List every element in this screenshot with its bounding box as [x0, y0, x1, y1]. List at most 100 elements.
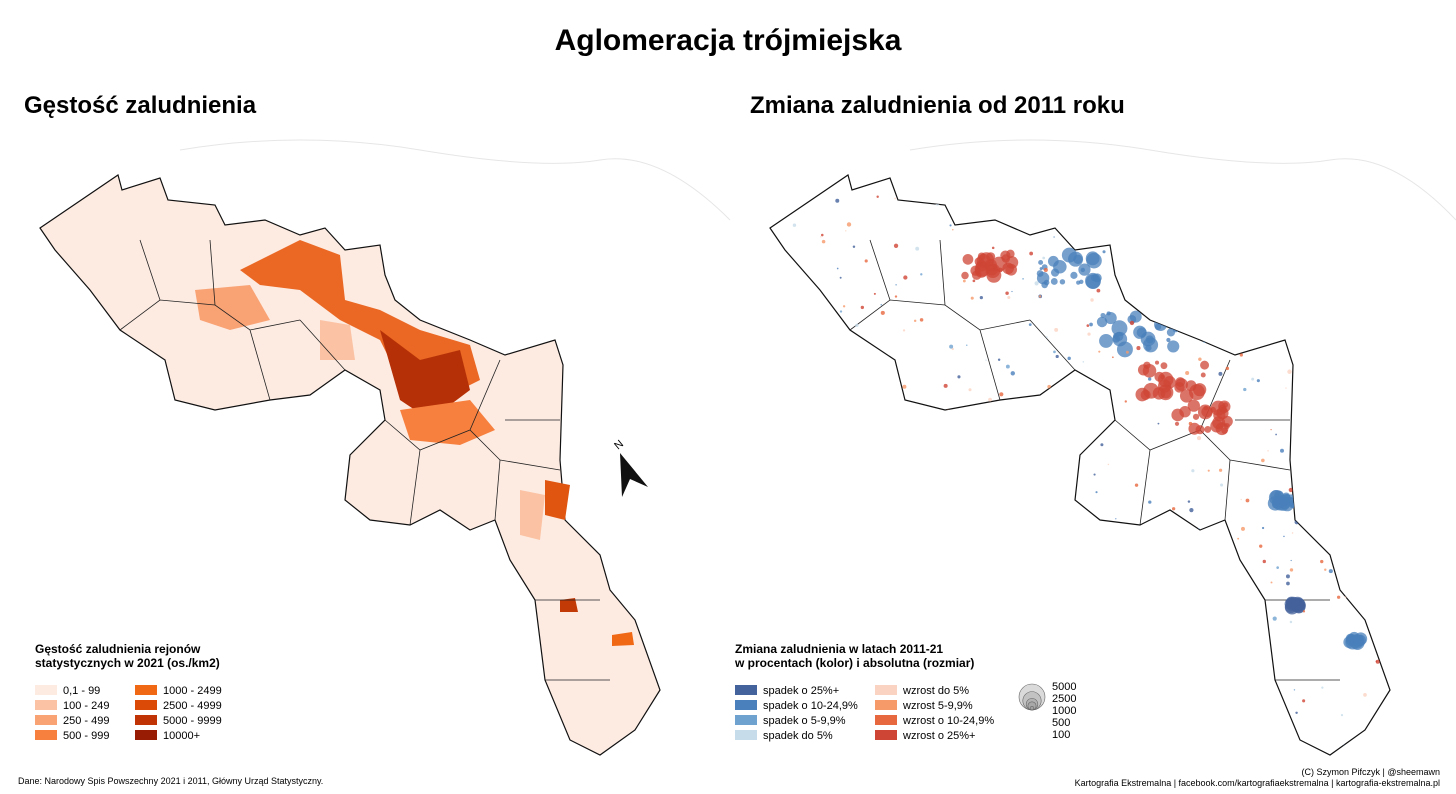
- dot: [1129, 320, 1135, 326]
- legend-swatch: [35, 730, 57, 740]
- dot: [832, 391, 835, 394]
- dot: [1138, 538, 1141, 540]
- dot: [1352, 486, 1357, 491]
- dot: [1087, 516, 1091, 520]
- dot: [1307, 481, 1310, 484]
- dot: [847, 467, 851, 472]
- left-title: Gęstość zaludnienia: [24, 92, 257, 119]
- dot: [781, 307, 784, 311]
- dot: [999, 695, 1003, 699]
- legend-swatch: [875, 700, 897, 710]
- dot: [1098, 350, 1101, 353]
- dot: [1160, 362, 1168, 370]
- dot: [867, 510, 871, 514]
- legend-swatch: [875, 715, 897, 725]
- dot: [993, 436, 996, 439]
- dot: [1367, 396, 1371, 400]
- dot: [1167, 340, 1180, 353]
- dot: [949, 224, 952, 227]
- dot: [1293, 689, 1296, 691]
- dot: [1136, 346, 1141, 351]
- dot: [987, 589, 991, 593]
- dot: [934, 627, 937, 630]
- dot: [861, 542, 864, 545]
- dot: [1374, 557, 1378, 561]
- dot: [842, 305, 846, 308]
- dot: [1340, 714, 1344, 717]
- dot: [1140, 331, 1156, 347]
- dot: [1262, 559, 1266, 564]
- dot: [1010, 687, 1015, 691]
- dot: [1319, 251, 1322, 254]
- dot: [832, 590, 836, 595]
- dot: [1342, 287, 1347, 292]
- dot: [1082, 361, 1085, 363]
- dot: [894, 624, 899, 629]
- legend-label: wzrost do 5%: [902, 685, 969, 697]
- dot: [1090, 243, 1092, 246]
- source: Dane: Narodowy Spis Powszechny 2021 i 20…: [18, 776, 323, 786]
- dot: [1322, 404, 1326, 407]
- dot: [1078, 205, 1081, 209]
- dot: [1028, 323, 1032, 326]
- dot: [845, 230, 847, 232]
- dot: [1296, 286, 1301, 290]
- dot: [951, 347, 954, 351]
- dot: [1180, 526, 1183, 529]
- dot: [1294, 519, 1299, 525]
- dot: [1227, 234, 1232, 239]
- dot: [1356, 643, 1358, 646]
- dot: [1160, 387, 1172, 399]
- dot: [962, 253, 974, 265]
- dot: [1363, 557, 1368, 562]
- dot: [1053, 236, 1055, 238]
- dot: [906, 514, 910, 518]
- dot: [770, 476, 771, 479]
- dot: [1302, 699, 1306, 703]
- dot: [1006, 249, 1015, 259]
- dot: [1174, 382, 1185, 393]
- dot: [1037, 466, 1039, 468]
- dot: [835, 198, 840, 203]
- dot: [1152, 590, 1155, 593]
- dot: [1039, 267, 1043, 271]
- dot: [1052, 197, 1056, 202]
- dot: [1146, 658, 1150, 662]
- dot: [1328, 569, 1333, 574]
- dot: [1237, 537, 1240, 540]
- dot: [1117, 578, 1119, 580]
- dot: [1269, 221, 1272, 224]
- dot: [1261, 289, 1265, 293]
- dot: [1087, 332, 1091, 336]
- dot: [1259, 544, 1263, 548]
- dot: [952, 228, 954, 231]
- dot: [1145, 344, 1152, 351]
- dot: [881, 549, 883, 551]
- dot: [855, 323, 859, 328]
- dot: [792, 223, 797, 227]
- dot: [1086, 252, 1102, 269]
- dot: [1188, 293, 1190, 296]
- dot: [1050, 278, 1058, 285]
- dot: [1097, 716, 1102, 721]
- dot: [906, 188, 909, 190]
- dot: [1104, 312, 1117, 325]
- dot: [1191, 670, 1193, 673]
- dot: [1372, 359, 1376, 363]
- dot: [1087, 671, 1093, 676]
- dot: [1148, 500, 1152, 504]
- dot: [1036, 540, 1040, 544]
- dot: [921, 587, 924, 590]
- dot: [1166, 337, 1171, 343]
- dot: [919, 318, 924, 322]
- dot: [913, 319, 917, 323]
- dot: [1026, 727, 1031, 731]
- dot: [948, 520, 953, 524]
- dot: [1090, 298, 1094, 302]
- dot: [960, 419, 964, 423]
- credit: (C) Szymon Pifczyk | @sheemawn: [1301, 767, 1440, 777]
- dot: [1238, 647, 1240, 649]
- dot: [1038, 295, 1042, 298]
- dot: [793, 558, 798, 563]
- dot: [900, 724, 902, 726]
